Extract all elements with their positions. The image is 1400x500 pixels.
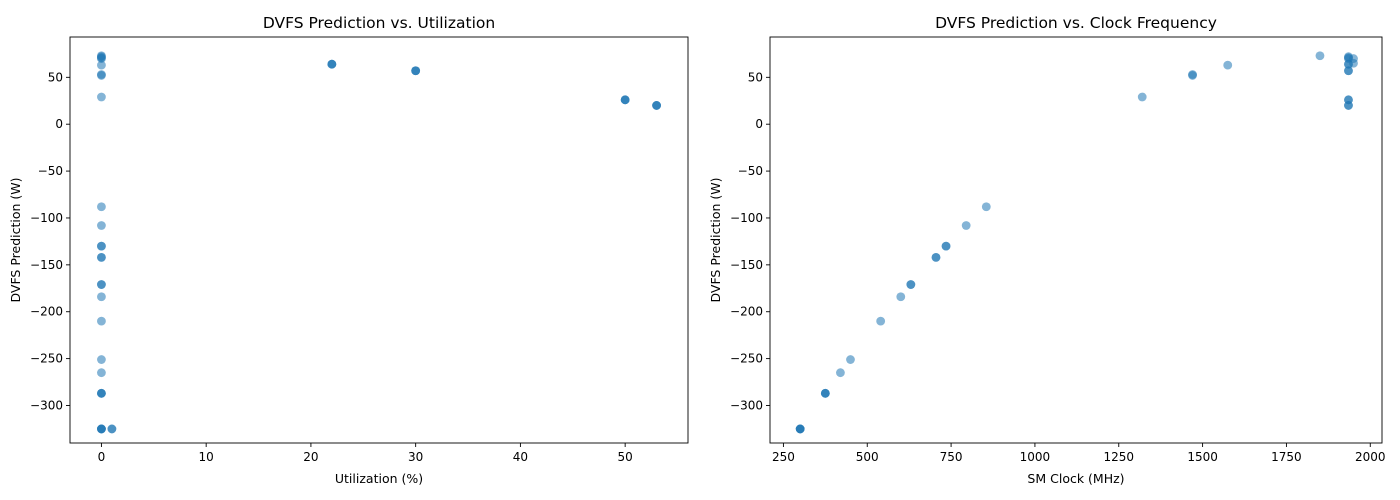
y-tick-label: −50 xyxy=(38,164,63,178)
y-tick-label: −50 xyxy=(738,164,763,178)
data-point xyxy=(97,54,106,63)
x-tick-label: 40 xyxy=(513,450,528,464)
data-point xyxy=(1223,60,1233,70)
x-tick-label: 20 xyxy=(303,450,318,464)
x-tick-label: 0 xyxy=(98,450,106,464)
data-point xyxy=(97,60,106,70)
x-tick-label: 30 xyxy=(408,450,423,464)
data-point xyxy=(97,280,106,289)
y-tick-label: 50 xyxy=(748,70,763,84)
utilization-panel: 0 10 20 30 40 50 −300 −250 −200 −150 −100 −50 0 50 DVF… xyxy=(8,14,689,486)
data-point xyxy=(411,66,421,76)
y-tick-label: −250 xyxy=(30,352,63,366)
data-points xyxy=(97,51,661,434)
y-tick-label: −300 xyxy=(730,398,763,412)
x-tick-label: 2000 xyxy=(1355,450,1386,464)
y-tick-label: −250 xyxy=(730,352,763,366)
plot-frame xyxy=(769,36,1383,444)
y-tick-label: 0 xyxy=(55,117,63,131)
data-points xyxy=(795,51,1358,434)
y-tick-label: −300 xyxy=(30,398,63,412)
x-tick-label: 10 xyxy=(199,450,214,464)
x-tick-label: 750 xyxy=(940,450,963,464)
x-tick-label: 50 xyxy=(618,450,633,464)
data-point xyxy=(981,202,991,212)
data-point xyxy=(1188,71,1197,80)
data-point xyxy=(1137,92,1147,102)
data-point xyxy=(97,355,106,364)
data-point xyxy=(97,92,106,102)
y-tick-label: 0 xyxy=(755,117,763,131)
data-point xyxy=(876,316,886,326)
data-point xyxy=(846,355,855,364)
chart-title: DVFS Prediction vs. Clock Frequency xyxy=(935,14,1217,32)
data-point xyxy=(97,316,106,326)
data-point xyxy=(97,292,106,302)
data-point xyxy=(1315,51,1325,61)
y-tick-label: −100 xyxy=(730,211,763,225)
x-tick-label: 1000 xyxy=(1020,450,1051,464)
data-point xyxy=(97,71,106,80)
x-axis-label: Utilization (%) xyxy=(335,471,423,486)
data-point xyxy=(97,368,106,378)
data-point xyxy=(820,388,830,398)
x-tick-label: 1750 xyxy=(1271,450,1302,464)
data-point xyxy=(620,95,630,105)
data-point xyxy=(906,280,916,289)
data-point xyxy=(961,221,971,230)
y-axis-label: DVFS Prediction (W) xyxy=(8,177,23,302)
x-tick-label: 500 xyxy=(856,450,879,464)
y-tick-label: −150 xyxy=(730,258,763,272)
data-point xyxy=(652,101,661,110)
data-point xyxy=(97,424,106,434)
data-point xyxy=(836,368,845,378)
data-point xyxy=(97,252,106,262)
data-point xyxy=(327,59,337,69)
y-tick-label: −100 xyxy=(30,211,63,225)
data-point xyxy=(97,221,106,230)
y-tick-label: 50 xyxy=(48,70,63,84)
y-axis-label: DVFS Prediction (W) xyxy=(708,177,723,302)
data-point xyxy=(1344,66,1353,76)
data-point xyxy=(896,292,906,302)
data-point xyxy=(97,241,106,251)
data-point xyxy=(941,241,951,251)
x-tick-label: 250 xyxy=(772,450,795,464)
clock-frequency-panel: 250 500 750 1000 1250 1500 1750 2000−300−250−20… xyxy=(708,14,1386,486)
data-point xyxy=(1349,58,1358,68)
data-point xyxy=(1344,101,1353,110)
data-point xyxy=(795,424,805,434)
x-axis-label: SM Clock (MHz) xyxy=(1027,471,1124,486)
y-tick-label: −200 xyxy=(30,305,63,319)
data-point xyxy=(97,202,106,212)
x-tick-label: 1500 xyxy=(1187,450,1218,464)
x-tick-label: 1250 xyxy=(1103,450,1134,464)
data-point xyxy=(97,388,106,398)
y-tick-label: −150 xyxy=(30,258,63,272)
y-tick-label: −200 xyxy=(730,305,763,319)
chart-title: DVFS Prediction vs. Utilization xyxy=(263,14,495,32)
data-point xyxy=(107,424,117,434)
plot-frame xyxy=(69,36,689,444)
data-point xyxy=(931,252,941,262)
